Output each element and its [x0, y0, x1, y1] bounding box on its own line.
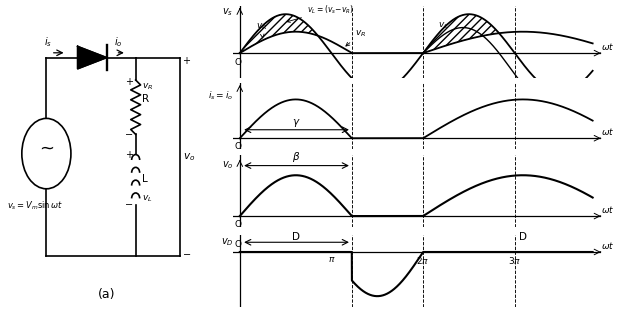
Text: $v_R$: $v_R$ — [346, 28, 366, 46]
Text: $-$: $-$ — [125, 128, 133, 138]
Text: $v_D$: $v_D$ — [221, 236, 233, 248]
Text: O: O — [235, 240, 242, 249]
Text: $v_R$: $v_R$ — [142, 81, 153, 92]
Text: $3\pi$: $3\pi$ — [508, 255, 521, 266]
Text: $-$: $-$ — [125, 198, 133, 208]
Text: L: L — [142, 174, 148, 184]
Text: +: + — [125, 150, 133, 160]
Text: $v_o$: $v_o$ — [222, 160, 233, 172]
Text: D: D — [519, 232, 527, 242]
Text: $v_o$: $v_o$ — [183, 151, 195, 163]
Polygon shape — [78, 46, 107, 69]
Text: $v_R$: $v_R$ — [256, 22, 267, 38]
Text: $\gamma$: $\gamma$ — [291, 117, 300, 129]
Text: $i_s{=}i_o$: $i_s{=}i_o$ — [208, 90, 233, 102]
Text: $v_L$: $v_L$ — [438, 21, 448, 31]
Text: O: O — [235, 220, 242, 229]
Text: $\omega t$: $\omega t$ — [601, 240, 615, 251]
Text: $v_L$: $v_L$ — [142, 193, 153, 204]
Text: $i_s$: $i_s$ — [44, 35, 52, 49]
Text: $\pi$: $\pi$ — [328, 255, 335, 264]
Text: $v_s{=}V_m\sin\omega t$: $v_s{=}V_m\sin\omega t$ — [7, 199, 63, 212]
Text: D: D — [292, 232, 300, 242]
Text: $v_L{=}(v_s{-}v_R)$: $v_L{=}(v_s{-}v_R)$ — [287, 3, 353, 22]
Text: $2\pi$: $2\pi$ — [417, 255, 430, 266]
Text: $\omega t$: $\omega t$ — [601, 204, 615, 215]
Text: $\omega t$: $\omega t$ — [601, 41, 615, 52]
Text: +: + — [125, 76, 133, 87]
Text: $\beta$: $\beta$ — [291, 150, 300, 164]
Text: $v_s$: $v_s$ — [222, 6, 233, 18]
Text: $\omega t$: $\omega t$ — [601, 126, 615, 137]
Text: +: + — [182, 56, 190, 66]
Text: $v_R$: $v_R$ — [0, 319, 1, 320]
Text: ~: ~ — [39, 140, 54, 158]
Text: $-$: $-$ — [182, 248, 191, 258]
Text: (a): (a) — [98, 288, 115, 300]
Text: R: R — [142, 94, 149, 104]
Text: $i_o$: $i_o$ — [115, 35, 123, 49]
Text: O: O — [235, 142, 242, 151]
Text: O: O — [235, 58, 242, 67]
